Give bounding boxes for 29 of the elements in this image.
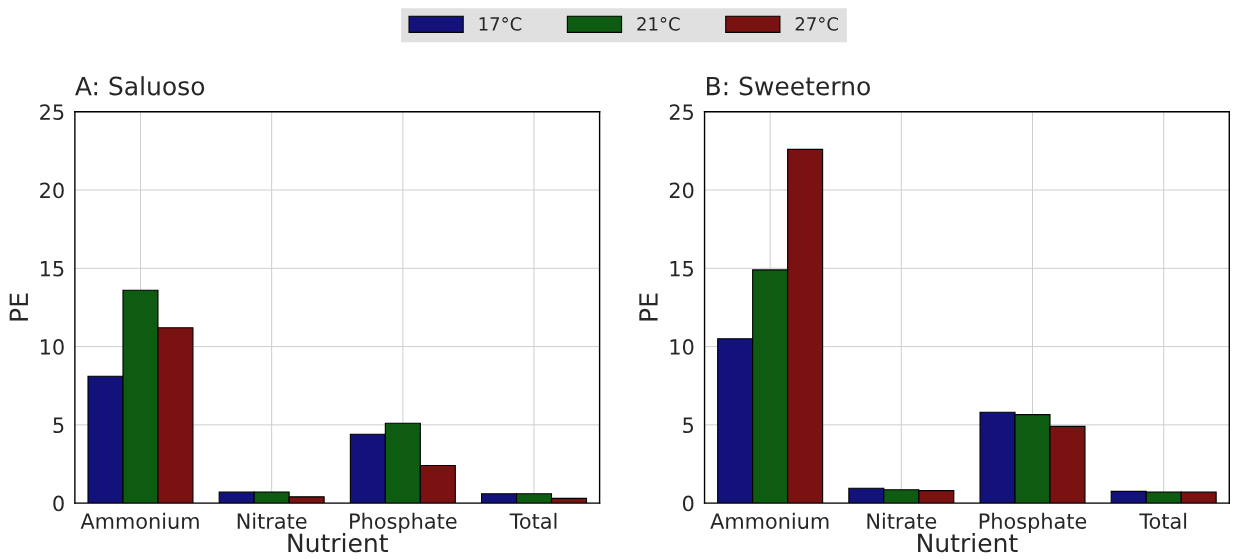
x-tick-label: Total <box>509 512 557 529</box>
y-tick-label: 25 <box>669 104 694 121</box>
y-tick-label: 20 <box>669 182 694 199</box>
x-axis-title: Nutrient <box>288 532 388 553</box>
chart-title: B: Sweeterno <box>707 76 870 96</box>
x-tick-label: Nitrate <box>867 512 937 529</box>
x-axis-title: Nutrient <box>918 532 1018 553</box>
x-tick-label: Ammonium <box>80 512 199 529</box>
y-axis-title: PE <box>639 293 658 321</box>
y-tick-label: 0 <box>682 495 694 512</box>
legend-label: 27°C <box>795 17 838 31</box>
x-tick-label: Phosphate <box>350 512 457 533</box>
x-tick-label: Nitrate <box>237 512 307 529</box>
y-tick-label: 5 <box>53 417 64 434</box>
x-tick-label: Total <box>1139 512 1187 529</box>
y-tick-label: 15 <box>670 261 694 277</box>
y-tick-label: 15 <box>40 261 64 277</box>
y-tick-label: 5 <box>683 417 694 434</box>
y-axis-title: PE <box>9 293 28 321</box>
y-tick-label: 25 <box>40 104 64 121</box>
x-tick-label: Phosphate <box>979 512 1087 533</box>
y-tick-label: 20 <box>40 182 64 199</box>
legend-label: 17°C <box>479 17 522 31</box>
x-tick-label: Ammonium <box>710 512 829 529</box>
y-tick-label: 10 <box>670 339 694 355</box>
y-tick-label: 10 <box>40 339 64 355</box>
chart-title: A: Saluoso <box>75 76 205 96</box>
legend-label: 21°C <box>637 17 680 31</box>
y-tick-label: 0 <box>53 495 64 512</box>
